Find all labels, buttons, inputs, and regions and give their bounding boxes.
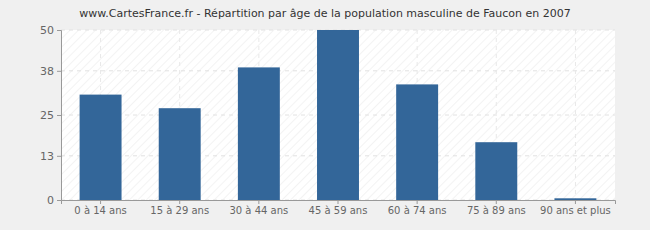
bar xyxy=(317,30,359,200)
y-tick-label: 50 xyxy=(40,24,54,37)
x-tick-label: 75 à 89 ans xyxy=(467,205,526,216)
y-axis-line xyxy=(57,31,62,201)
x-tick: 45 à 59 ans xyxy=(309,200,368,216)
chart: www.CartesFrance.fr - Répartition par âg… xyxy=(0,0,650,230)
x-tick-mark xyxy=(179,200,180,204)
bar xyxy=(238,67,280,200)
y-tick-mark xyxy=(57,156,61,157)
bar xyxy=(159,108,201,200)
y-tick-mark xyxy=(57,71,61,72)
x-tick-label: 45 à 59 ans xyxy=(309,205,368,216)
x-tick-mark xyxy=(417,200,418,204)
title: www.CartesFrance.fr - Répartition par âg… xyxy=(79,7,570,20)
y-tick-mark xyxy=(57,115,61,116)
bar xyxy=(554,198,596,200)
x-tick-mark xyxy=(496,200,497,204)
y-tick-mark xyxy=(57,200,61,201)
x-tick-label: 30 à 44 ans xyxy=(229,205,288,216)
x-tick: 30 à 44 ans xyxy=(229,200,288,216)
y-tick: 25 xyxy=(40,109,61,122)
x-axis: 0 à 14 ans 15 à 29 ans 30 à 44 ans 45 à 59 … xyxy=(62,200,616,216)
y-tick-label: 25 xyxy=(40,109,54,122)
y-tick-label: 0 xyxy=(47,194,54,207)
y-tick: 38 xyxy=(40,65,61,78)
x-tick: 15 à 29 ans xyxy=(150,200,209,216)
bar xyxy=(475,142,517,200)
x-tick-mark xyxy=(258,200,259,204)
y-tick-label: 38 xyxy=(40,65,54,78)
background xyxy=(0,0,650,230)
plot-area xyxy=(61,30,615,200)
x-tick: 75 à 89 ans xyxy=(467,200,526,216)
x-tick: 0 à 14 ans xyxy=(74,200,126,216)
x-tick-label: 15 à 29 ans xyxy=(150,205,209,216)
y-axis: 0 13 25 38 50 xyxy=(40,24,62,207)
x-tick-label: 90 ans et plus xyxy=(540,205,611,216)
x-axis-line xyxy=(62,201,616,205)
x-tick-mark xyxy=(575,200,576,204)
x-tick-mark xyxy=(100,200,101,204)
x-tick: 60 à 74 ans xyxy=(388,200,447,216)
y-tick: 50 xyxy=(40,24,61,37)
x-tick-label: 0 à 14 ans xyxy=(74,205,126,216)
bars xyxy=(80,30,597,200)
x-tick-mark xyxy=(338,200,339,204)
grid-line-vertical xyxy=(575,30,576,200)
bar xyxy=(80,95,122,200)
y-tick-label: 13 xyxy=(40,150,54,163)
y-tick: 13 xyxy=(40,150,61,163)
bar xyxy=(396,84,438,200)
x-tick-label: 60 à 74 ans xyxy=(388,205,447,216)
y-tick: 0 xyxy=(47,194,61,207)
y-tick-mark xyxy=(57,30,61,31)
x-tick: 90 ans et plus xyxy=(540,200,611,216)
